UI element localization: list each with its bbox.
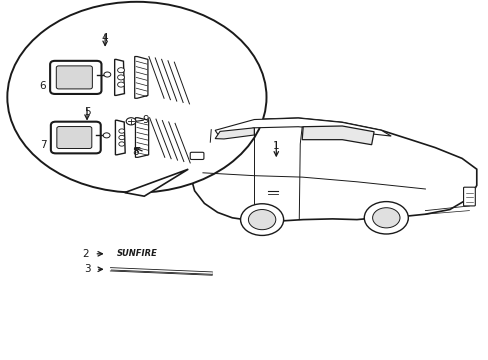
FancyBboxPatch shape (56, 66, 92, 89)
Text: 6: 6 (40, 81, 46, 91)
Text: SUNFIRE: SUNFIRE (117, 249, 158, 258)
FancyBboxPatch shape (51, 122, 101, 153)
Circle shape (248, 210, 275, 230)
Circle shape (372, 208, 399, 228)
Text: 3: 3 (83, 264, 90, 274)
Circle shape (126, 118, 136, 125)
Text: 4: 4 (102, 33, 108, 43)
Text: 2: 2 (82, 249, 89, 259)
Text: 8: 8 (132, 147, 139, 157)
Polygon shape (215, 118, 390, 138)
Polygon shape (215, 128, 254, 139)
Polygon shape (115, 120, 125, 155)
Circle shape (7, 2, 266, 193)
Text: 1: 1 (272, 141, 279, 151)
Polygon shape (124, 169, 188, 196)
FancyBboxPatch shape (463, 187, 474, 206)
Polygon shape (134, 57, 147, 98)
Circle shape (119, 129, 124, 133)
Circle shape (117, 82, 124, 87)
Polygon shape (302, 126, 373, 145)
FancyBboxPatch shape (50, 61, 102, 94)
Text: 9: 9 (142, 114, 149, 125)
Circle shape (117, 75, 124, 80)
Circle shape (117, 68, 124, 73)
FancyBboxPatch shape (57, 127, 92, 149)
Polygon shape (190, 118, 476, 221)
Polygon shape (114, 59, 124, 95)
Circle shape (119, 142, 124, 146)
Text: 7: 7 (40, 140, 46, 150)
Circle shape (364, 202, 407, 234)
Circle shape (240, 204, 283, 235)
Circle shape (103, 72, 110, 77)
Polygon shape (135, 118, 148, 157)
Text: 5: 5 (83, 107, 90, 117)
Circle shape (119, 135, 124, 140)
Circle shape (103, 133, 110, 138)
FancyBboxPatch shape (190, 152, 203, 159)
